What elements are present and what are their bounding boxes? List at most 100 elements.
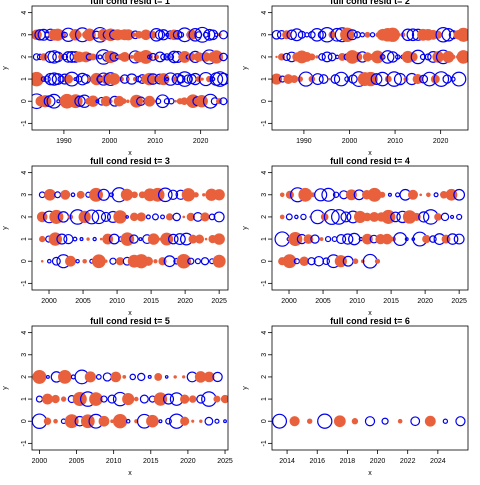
negative-residual-point <box>367 187 382 202</box>
negative-residual-point <box>120 188 133 201</box>
negative-residual-point <box>384 75 392 83</box>
negative-residual-point <box>110 371 122 383</box>
y-axis-label: y <box>242 66 249 70</box>
negative-residual-point <box>43 417 52 425</box>
negative-residual-point <box>328 77 331 81</box>
panel-title: full cond resid t= 4 <box>330 156 410 166</box>
negative-residual-point <box>371 50 385 64</box>
positive-residual-point <box>158 419 163 424</box>
negative-residual-point <box>352 258 359 265</box>
positive-residual-point <box>74 95 86 107</box>
y-tick-label: 0 <box>21 419 28 423</box>
positive-residual-point <box>440 212 450 222</box>
x-tick-label: 2010 <box>109 298 125 305</box>
positive-residual-point <box>272 413 288 429</box>
negative-residual-point <box>154 373 163 381</box>
x-tick-label: 2000 <box>102 138 118 145</box>
y-tick-label: 3 <box>261 353 268 357</box>
negative-residual-point <box>213 189 225 201</box>
negative-residual-point <box>353 210 367 224</box>
positive-residual-point <box>393 232 408 246</box>
positive-residual-point <box>331 209 347 225</box>
positive-residual-point <box>163 393 175 405</box>
x-tick-label: 2005 <box>69 458 85 465</box>
positive-residual-point <box>173 233 186 246</box>
negative-residual-point <box>153 392 168 406</box>
x-axis-label: x <box>368 470 372 477</box>
negative-residual-point <box>134 254 149 269</box>
panel-1: full cond resid t= 1 1990 2000 2010 2020 -1 0 1… <box>2 0 229 157</box>
x-tick-label: 2020 <box>180 458 196 465</box>
negative-residual-point <box>189 395 197 403</box>
positive-residual-point <box>317 30 327 40</box>
negative-residual-point <box>178 50 191 63</box>
x-tick-label: 1990 <box>296 138 312 145</box>
positive-residual-point <box>387 192 392 197</box>
positive-residual-point <box>442 74 452 84</box>
negative-residual-point <box>144 95 155 107</box>
negative-residual-point <box>113 95 125 107</box>
positive-residual-point <box>95 374 102 380</box>
y-tick-label: 2 <box>261 55 268 59</box>
y-tick-label: 3 <box>21 33 28 37</box>
positive-residual-point <box>194 258 201 265</box>
negative-residual-point <box>181 188 196 202</box>
negative-residual-point <box>290 75 299 83</box>
y-tick-label: 1 <box>261 77 268 81</box>
positive-residual-point <box>163 53 171 61</box>
negative-residual-point <box>150 187 165 202</box>
negative-residual-point <box>379 191 386 198</box>
negative-residual-point <box>113 210 127 224</box>
positive-residual-point <box>449 214 455 220</box>
y-axis-label: y <box>242 386 249 390</box>
negative-residual-point <box>99 237 103 241</box>
x-tick-label: 2020 <box>177 298 193 305</box>
positive-residual-point <box>137 372 146 382</box>
positive-residual-point <box>214 418 220 424</box>
negative-residual-point <box>120 232 135 246</box>
positive-residual-point <box>381 417 389 425</box>
negative-residual-point <box>76 190 85 199</box>
positive-residual-point <box>75 258 80 264</box>
y-tick-label: 2 <box>21 55 28 59</box>
panel-title: full cond resid t= 1 <box>90 0 170 6</box>
positive-residual-point <box>308 31 316 39</box>
y-tick-label: 0 <box>261 419 268 423</box>
y-tick-label: 3 <box>261 193 268 197</box>
x-tick-label: 2010 <box>349 298 365 305</box>
positive-residual-point <box>433 192 439 198</box>
positive-residual-point <box>286 29 297 41</box>
x-tick-label: 2000 <box>41 298 57 305</box>
panel-title: full cond resid t= 6 <box>330 316 410 326</box>
negative-residual-point <box>202 193 206 197</box>
x-tick-label: 2000 <box>281 298 297 305</box>
x-tick-label: 2022 <box>400 458 416 465</box>
negative-residual-point <box>133 396 139 402</box>
y-tick-label: 4 <box>261 331 268 335</box>
negative-residual-point <box>115 257 125 266</box>
positive-residual-point <box>160 53 167 61</box>
negative-residual-point <box>194 234 205 244</box>
positive-residual-point <box>178 31 185 38</box>
positive-residual-point <box>333 71 349 87</box>
negative-residual-point <box>288 232 303 247</box>
positive-residual-point <box>404 237 409 242</box>
negative-residual-point <box>200 212 210 222</box>
negative-residual-point <box>220 394 228 404</box>
negative-residual-point <box>440 191 448 199</box>
positive-residual-point <box>163 98 171 105</box>
positive-residual-point <box>44 72 57 86</box>
negative-residual-point <box>272 73 283 85</box>
negative-residual-point <box>306 418 313 424</box>
y-tick-label: -1 <box>21 120 28 126</box>
positive-residual-point <box>322 257 331 266</box>
y-tick-label: 2 <box>261 375 268 379</box>
panel-marks <box>36 187 226 269</box>
x-tick-label: 2014 <box>279 458 295 465</box>
positive-residual-point <box>51 73 64 86</box>
negative-residual-point <box>182 215 186 219</box>
y-tick-label: 2 <box>261 215 268 219</box>
negative-residual-point <box>86 237 90 241</box>
positive-residual-point <box>318 74 329 84</box>
